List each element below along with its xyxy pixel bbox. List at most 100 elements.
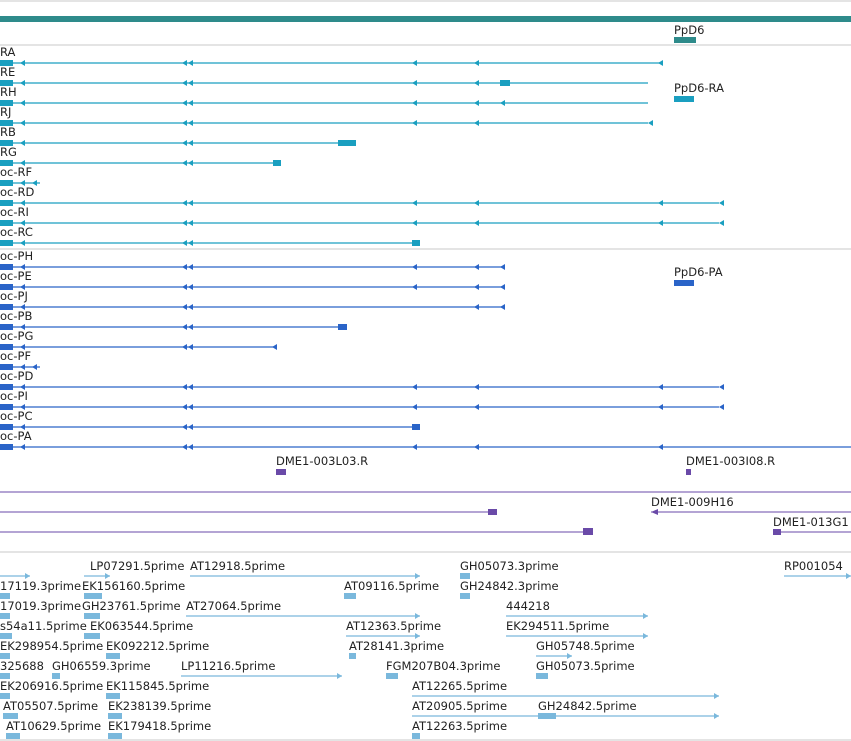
est-feature[interactable] (0, 653, 10, 659)
est-label: FGM207B04.3prime (386, 659, 500, 673)
gene-feature-box[interactable] (674, 37, 696, 43)
clone-feature[interactable] (276, 469, 286, 475)
gene-bar[interactable] (0, 16, 851, 22)
strand-arrow (20, 364, 25, 370)
est-feature[interactable] (349, 653, 356, 659)
strand-arrow (188, 404, 193, 410)
est-feature[interactable] (0, 693, 10, 699)
strand-arrow (412, 444, 417, 450)
strand-arrow (188, 284, 193, 290)
est-feature[interactable] (106, 653, 120, 659)
exon-block (0, 304, 13, 310)
feature-label: oc-PI (0, 389, 28, 403)
feature-label: RA (0, 45, 16, 59)
est-feature[interactable] (412, 733, 420, 739)
est-feature[interactable] (538, 713, 556, 719)
exon-block (500, 80, 510, 86)
est-track: LP07291.5prime AT12918.5prime GH05073.3pri… (0, 559, 851, 739)
est-feature[interactable] (344, 593, 356, 599)
strand-arrow (188, 444, 193, 450)
est-feature[interactable] (0, 593, 10, 599)
clone-feature[interactable] (686, 469, 691, 475)
est-feature[interactable] (84, 593, 102, 599)
est-feature[interactable] (6, 733, 20, 739)
transcript-row[interactable]: oc-RF (0, 165, 40, 186)
transcript-row[interactable]: RB (0, 125, 356, 146)
strand-arrow (20, 344, 25, 350)
est-feature[interactable] (536, 673, 548, 679)
transcript-row[interactable]: RA (0, 45, 663, 66)
est-feature[interactable] (52, 673, 60, 679)
est-label: GH06559.3prime (52, 659, 151, 673)
strand-arrow (20, 120, 25, 126)
protein-row[interactable]: oc-PI (0, 389, 724, 410)
est-feature[interactable] (0, 633, 12, 639)
transcript-row[interactable]: RH (0, 85, 648, 106)
protein-row[interactable]: oc-PF (0, 349, 40, 370)
est-label: GH23761.5prime (82, 599, 181, 613)
protein-row[interactable]: oc-PB (0, 309, 347, 330)
protein-row[interactable]: oc-PD (0, 369, 724, 390)
strand-arrow (20, 264, 25, 270)
est-feature[interactable] (460, 573, 470, 579)
strand-arrow (412, 200, 417, 206)
est-feature[interactable] (108, 713, 122, 719)
feature-box[interactable] (674, 96, 694, 102)
strand-arrow (188, 240, 193, 246)
strand-arrow (474, 60, 479, 66)
strand-arrow (412, 404, 417, 410)
est-feature[interactable] (84, 633, 100, 639)
strand-arrow (182, 120, 187, 126)
est-feature[interactable] (106, 693, 120, 699)
transcript-row[interactable]: RJ (0, 105, 653, 126)
feature-label: RJ (0, 105, 11, 119)
transcript-row[interactable]: oc-RC (0, 225, 420, 246)
clone-feature[interactable] (773, 529, 781, 535)
est-label: GH05073.3prime (460, 559, 559, 573)
strand-arrow (188, 304, 193, 310)
exon-block (412, 240, 420, 246)
strand-arrow (182, 444, 187, 450)
protein-row[interactable]: oc-PJ (0, 289, 505, 310)
exon-block (0, 444, 13, 450)
strand-arrow (500, 304, 505, 310)
strand-arrow (415, 573, 420, 579)
est-feature[interactable] (0, 613, 10, 619)
protein-row[interactable]: oc-PE (0, 269, 505, 290)
protein-row[interactable]: oc-PC (0, 409, 420, 430)
est-feature[interactable] (84, 613, 100, 619)
strand-arrow (20, 80, 25, 86)
protein-row[interactable]: oc-PA (0, 429, 851, 450)
feature-label: PpD6-RA (674, 81, 724, 95)
protein-row[interactable]: oc-PG (0, 329, 277, 350)
est-feature[interactable] (108, 733, 122, 739)
strand-arrow (182, 100, 187, 106)
feature-label: RG (0, 145, 17, 159)
strand-arrow (412, 264, 417, 270)
exon-block (0, 344, 13, 350)
protein-row[interactable]: oc-PH PpD6-PA (0, 249, 723, 286)
strand-arrow (658, 200, 663, 206)
strand-arrow (188, 324, 193, 330)
est-feature[interactable] (3, 713, 18, 719)
est-feature[interactable] (460, 593, 470, 599)
gene-label: PpD6 (674, 23, 704, 37)
est-feature[interactable] (0, 673, 10, 679)
est-row: 325688 GH06559.3prime LP11216.5prime FGM207… (0, 659, 635, 679)
transcript-row[interactable]: RG (0, 145, 281, 166)
transcript-row[interactable]: oc-RD (0, 185, 724, 206)
feature-box[interactable] (674, 280, 694, 286)
strand-arrow (719, 404, 724, 410)
strand-arrow (412, 100, 417, 106)
clone-feature[interactable] (488, 509, 497, 515)
strand-arrow (188, 140, 193, 146)
transcript-row[interactable]: RE PpD6-RA (0, 65, 724, 102)
est-feature[interactable] (386, 673, 398, 679)
transcript-row[interactable]: oc-RI (0, 205, 724, 226)
est-label: 17019.3prime (0, 599, 81, 613)
strand-arrow (474, 220, 479, 226)
strand-arrow (643, 613, 648, 619)
clone-feature[interactable] (583, 528, 593, 535)
clone-feature[interactable] (651, 509, 658, 515)
strand-arrow (474, 100, 479, 106)
